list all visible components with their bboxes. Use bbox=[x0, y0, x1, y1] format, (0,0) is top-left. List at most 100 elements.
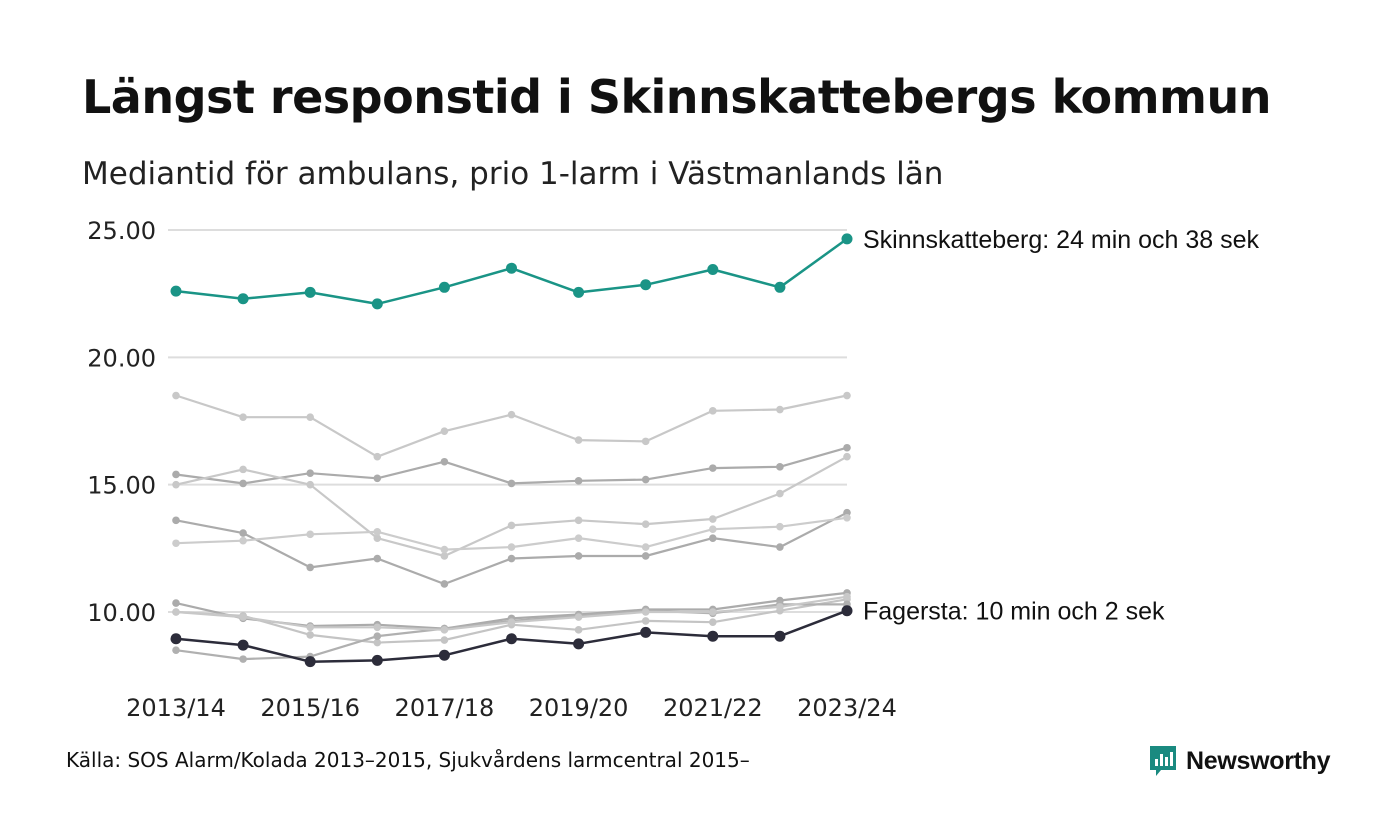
data-point bbox=[506, 633, 517, 645]
data-point bbox=[239, 413, 247, 421]
data-point bbox=[440, 552, 449, 560]
data-point bbox=[709, 608, 717, 616]
data-point bbox=[373, 527, 382, 536]
data-point bbox=[170, 285, 182, 297]
data-point bbox=[172, 391, 180, 400]
x-tick-label: 2019/20 bbox=[529, 694, 629, 722]
data-point bbox=[438, 281, 450, 293]
data-point bbox=[843, 513, 851, 522]
series-gray bbox=[172, 513, 851, 554]
data-point bbox=[440, 457, 449, 466]
y-tick-label: 15.00 bbox=[87, 472, 156, 500]
source-note: Källa: SOS Alarm/Kolada 2013–2015, Sjukv… bbox=[66, 748, 750, 772]
series-fagersta bbox=[170, 605, 853, 668]
data-point bbox=[841, 605, 853, 617]
data-point bbox=[507, 554, 516, 563]
y-tick-label: 10.00 bbox=[87, 599, 156, 627]
data-point bbox=[641, 437, 650, 446]
data-point bbox=[507, 410, 516, 419]
data-point bbox=[373, 638, 382, 647]
data-point bbox=[440, 545, 449, 554]
data-point bbox=[507, 521, 516, 530]
data-point bbox=[172, 516, 180, 525]
end-label-fagersta: Fagersta: 10 min och 2 sek bbox=[863, 598, 1165, 626]
data-point bbox=[172, 470, 180, 479]
data-point bbox=[709, 534, 717, 542]
data-point bbox=[709, 525, 717, 534]
data-point bbox=[440, 427, 449, 435]
data-point bbox=[709, 464, 717, 472]
data-point bbox=[843, 592, 851, 601]
data-point bbox=[707, 263, 719, 275]
data-point bbox=[373, 554, 382, 563]
data-point bbox=[304, 656, 316, 668]
data-point bbox=[172, 599, 180, 607]
data-point bbox=[843, 443, 851, 452]
data-point bbox=[843, 452, 851, 461]
data-point bbox=[306, 413, 315, 421]
data-point bbox=[574, 613, 583, 621]
x-tick-label: 2023/24 bbox=[797, 694, 897, 722]
series-line bbox=[175, 394, 848, 458]
data-point bbox=[373, 452, 382, 461]
data-point bbox=[306, 631, 315, 639]
data-point bbox=[306, 623, 315, 632]
data-point bbox=[774, 281, 786, 293]
data-point bbox=[440, 626, 449, 634]
data-point bbox=[306, 563, 315, 572]
series-gray bbox=[172, 508, 851, 588]
data-point bbox=[843, 391, 851, 400]
y-tick-label: 20.00 bbox=[87, 344, 156, 372]
data-point bbox=[373, 474, 382, 483]
data-point bbox=[776, 522, 784, 531]
data-point bbox=[172, 646, 180, 654]
data-point bbox=[172, 539, 180, 548]
data-point bbox=[507, 618, 516, 626]
data-point bbox=[641, 475, 650, 484]
data-point bbox=[776, 463, 784, 471]
data-point bbox=[574, 626, 583, 634]
data-point bbox=[641, 608, 650, 616]
data-point bbox=[438, 649, 450, 661]
data-point bbox=[573, 638, 585, 650]
data-point bbox=[373, 534, 382, 542]
series-gray bbox=[172, 391, 851, 461]
series-gray bbox=[172, 443, 851, 488]
data-point bbox=[574, 477, 583, 485]
series-line bbox=[175, 455, 848, 558]
series-end-labels: Skinnskatteberg: 24 min och 38 sek Fagers… bbox=[863, 226, 1260, 626]
x-tick-label: 2021/22 bbox=[663, 694, 763, 722]
data-point bbox=[440, 636, 449, 644]
series-gray bbox=[172, 452, 851, 560]
bar-chart-bubble-icon bbox=[1150, 746, 1176, 776]
data-point bbox=[239, 479, 247, 488]
data-point bbox=[239, 529, 247, 537]
data-point bbox=[306, 469, 315, 478]
data-point bbox=[239, 536, 247, 545]
chart-title: Längst responstid i Skinnskattebergs kom… bbox=[82, 70, 1271, 124]
data-point bbox=[306, 530, 315, 539]
x-tick-label: 2017/18 bbox=[395, 694, 495, 722]
data-point bbox=[172, 480, 180, 489]
data-point bbox=[507, 479, 516, 488]
data-point bbox=[776, 543, 784, 551]
brand-logo: Newsworthy bbox=[1148, 744, 1331, 778]
data-point bbox=[641, 543, 650, 551]
data-point bbox=[774, 630, 786, 642]
data-point bbox=[371, 654, 383, 666]
data-point bbox=[170, 633, 182, 645]
data-point bbox=[640, 626, 652, 638]
series-skinnskatteberg bbox=[170, 233, 853, 310]
data-point bbox=[574, 436, 583, 444]
series-gray bbox=[172, 592, 851, 634]
data-point bbox=[373, 632, 382, 640]
data-point bbox=[709, 618, 717, 626]
data-point bbox=[709, 515, 717, 523]
data-point bbox=[776, 405, 784, 414]
chart-subtitle: Mediantid för ambulans, prio 1-larm i Vä… bbox=[82, 156, 944, 192]
data-point bbox=[239, 655, 247, 663]
data-point bbox=[440, 580, 449, 588]
data-point bbox=[304, 286, 316, 298]
end-label-skinnskatteberg: Skinnskatteberg: 24 min och 38 sek bbox=[863, 226, 1260, 254]
data-point bbox=[574, 552, 583, 560]
